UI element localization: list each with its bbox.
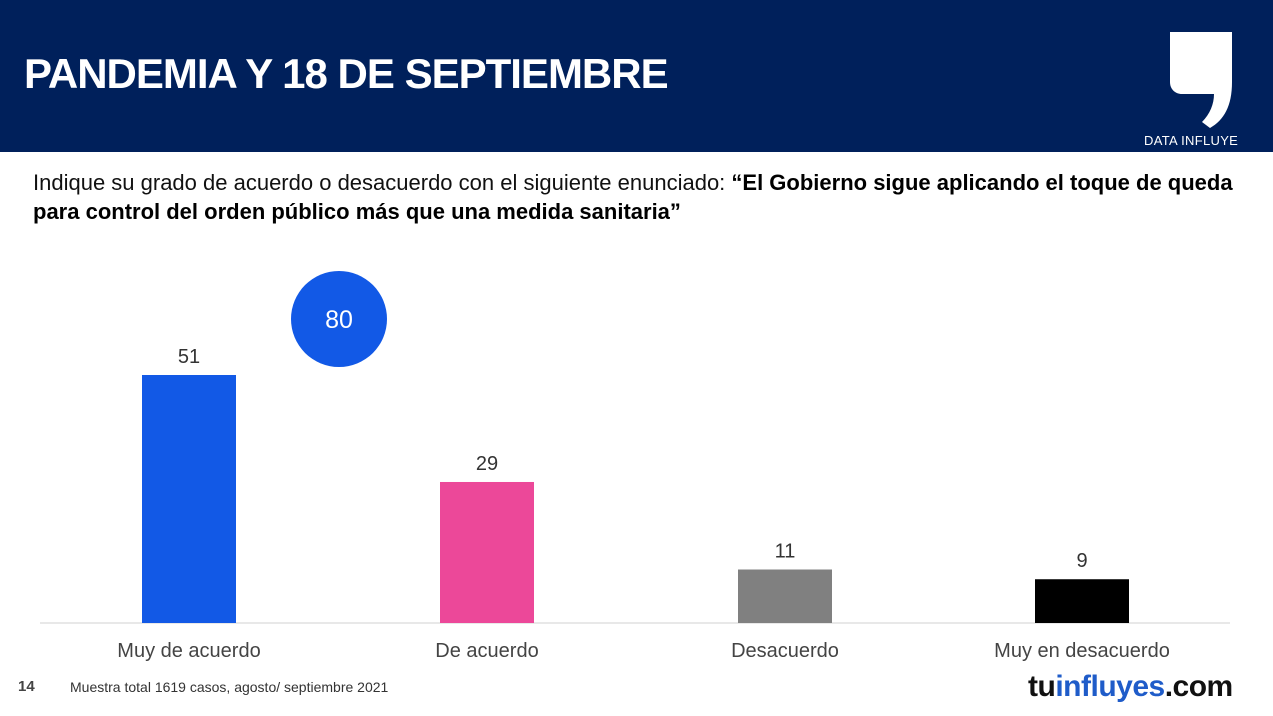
bar bbox=[142, 375, 236, 623]
category-label: Desacuerdo bbox=[731, 640, 839, 662]
brand-com: .com bbox=[1164, 670, 1234, 703]
page-number: 14 bbox=[18, 678, 35, 695]
data-label: 11 bbox=[775, 541, 796, 563]
question-intro: Indique su grado de acuerdo o desacuerdo… bbox=[33, 170, 732, 195]
data-label: 51 bbox=[178, 346, 200, 368]
total-bubble bbox=[291, 271, 387, 367]
bar-chart: 51 Muy de acuerdo 29 De acuerdo 11 Desacuerdo… bbox=[40, 271, 1230, 662]
sample-note: Muestra total 1619 casos, agosto/ septie… bbox=[70, 679, 389, 695]
question-statement: “El Gobierno sigue aplicando el toque de… bbox=[33, 170, 1233, 224]
category-label: Muy de acuerdo bbox=[117, 640, 260, 662]
brand-influyes: influyes bbox=[1055, 670, 1165, 703]
brand-logo: tuinfluyes.com bbox=[1028, 670, 1233, 704]
data-label: 9 bbox=[1076, 550, 1087, 572]
total-bubble-label: 80 bbox=[325, 306, 353, 334]
header-bar: PANDEMIA Y 18 DE SEPTIEMBRE DATA INFLUYE bbox=[0, 0, 1273, 152]
logo-text: DATA INFLUYE bbox=[1144, 133, 1239, 148]
comma-logo-icon bbox=[1170, 32, 1232, 128]
bar bbox=[440, 481, 534, 623]
page-title: PANDEMIA Y 18 DE SEPTIEMBRE bbox=[24, 50, 669, 97]
bar bbox=[1035, 579, 1129, 623]
brand-tu: tu bbox=[1028, 670, 1056, 703]
category-label: De acuerdo bbox=[435, 640, 538, 662]
bar bbox=[738, 569, 832, 623]
category-label: Muy en desacuerdo bbox=[994, 640, 1170, 662]
data-label: 29 bbox=[476, 453, 498, 475]
question-text: Indique su grado de acuerdo o desacuerdo… bbox=[33, 168, 1253, 226]
